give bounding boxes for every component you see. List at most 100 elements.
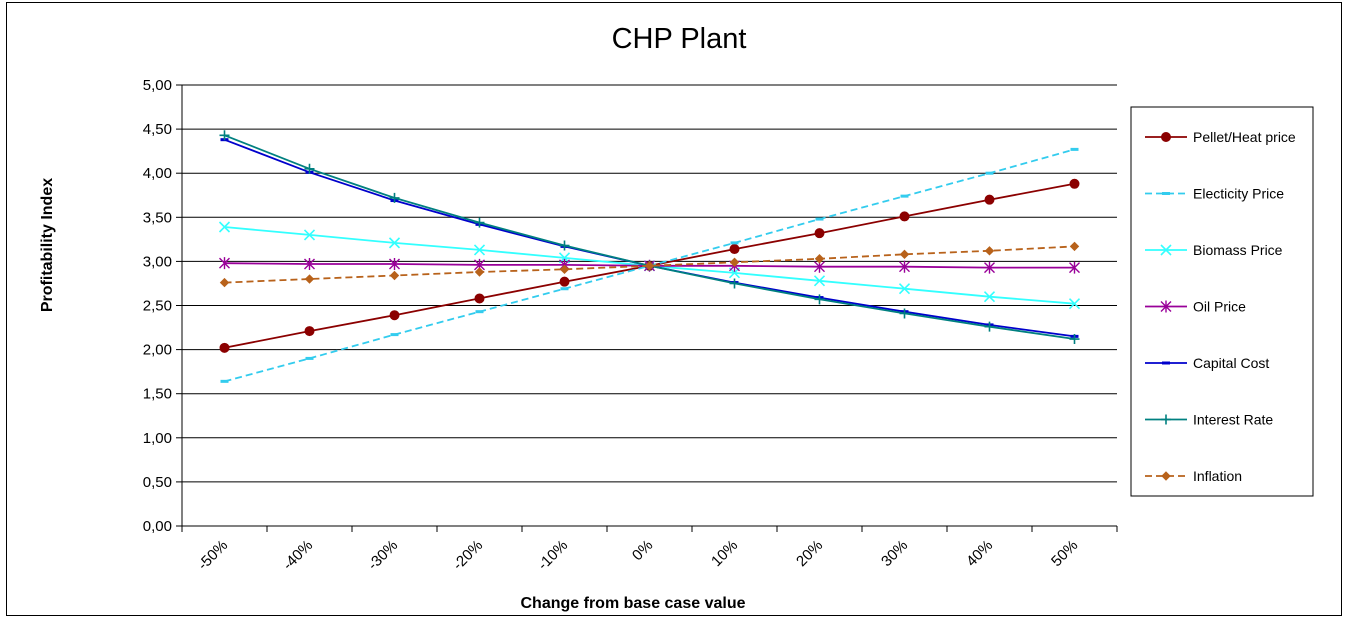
legend-label: Electicity Price <box>1193 186 1284 202</box>
marker-diamond <box>559 264 570 275</box>
y-tick-label: 2,50 <box>143 298 172 315</box>
legend-item: Biomass Price <box>1145 242 1283 258</box>
x-tick-label: -40% <box>280 537 317 574</box>
marker-asterisk <box>304 258 315 271</box>
marker-asterisk <box>389 258 400 271</box>
y-tick-label: 1,50 <box>143 386 172 403</box>
series-line <box>224 245 1075 284</box>
marker-plus <box>559 240 570 251</box>
marker-dash <box>305 356 314 360</box>
legend-item: Capital Cost <box>1145 355 1269 371</box>
y-tick-label: 5,00 <box>143 77 172 94</box>
x-tick-label: 10% <box>708 537 741 570</box>
marker-plus <box>1069 334 1080 345</box>
marker-x <box>388 237 401 249</box>
marker-x <box>218 221 231 233</box>
series-group <box>219 130 1080 345</box>
marker-diamond <box>304 274 315 284</box>
marker-plus <box>219 130 230 141</box>
marker-plus <box>984 321 995 332</box>
marker-x <box>1068 298 1081 310</box>
chart-title: CHP Plant <box>612 23 747 55</box>
legend-label: Inflation <box>1193 468 1242 484</box>
marker-dash <box>985 171 994 175</box>
marker-asterisk <box>984 261 995 274</box>
legend-item: Oil Price <box>1145 299 1246 315</box>
marker-circle <box>1161 132 1171 142</box>
x-tick-label: 20% <box>793 537 826 570</box>
y-tick-label: 1,00 <box>143 430 172 447</box>
marker-dash <box>560 287 569 291</box>
marker-diamond <box>1069 241 1080 252</box>
marker-asterisk <box>219 257 230 270</box>
series-line <box>224 134 1075 340</box>
marker-circle <box>899 211 910 222</box>
x-tick-label: -10% <box>535 537 572 574</box>
x-tick-label: -50% <box>195 537 232 574</box>
marker-dash <box>815 217 824 221</box>
marker-plus <box>814 294 825 305</box>
legend-item: Interest Rate <box>1145 412 1273 428</box>
y-tick-label: 4,00 <box>143 165 172 182</box>
marker-circle <box>389 310 400 321</box>
x-tick-label: 50% <box>1048 537 1081 570</box>
marker-diamond <box>474 267 485 277</box>
marker-circle <box>559 276 570 287</box>
marker-plus <box>474 217 485 228</box>
x-tick-label: 40% <box>963 537 996 570</box>
marker-circle <box>814 228 825 239</box>
marker-diamond <box>1161 471 1171 481</box>
marker-circle <box>729 244 740 255</box>
series-group <box>219 241 1080 288</box>
marker-diamond <box>814 254 825 264</box>
marker-dash <box>390 333 399 337</box>
y-tick-label: 3,50 <box>143 209 172 226</box>
marker-x <box>473 244 486 256</box>
line-chart: CHP Plant 0,00 0,50 1,00 1,50 2,00 2,50 3,00 3,… <box>39 23 1314 612</box>
marker-circle <box>219 342 230 353</box>
x-axis-label: Change from base case value <box>521 595 746 612</box>
marker-dash <box>730 241 739 245</box>
marker-dash <box>475 310 484 314</box>
x-tick-label: -20% <box>450 537 487 574</box>
marker-x <box>983 291 996 303</box>
legend-label: Capital Cost <box>1193 355 1269 371</box>
marker-dash <box>1162 361 1170 365</box>
marker-diamond <box>984 246 995 256</box>
marker-asterisk <box>899 260 910 273</box>
legend-item: Electicity Price <box>1145 186 1284 202</box>
marker-dash <box>900 194 909 198</box>
y-tick-label: 0,00 <box>143 518 172 535</box>
plot-area: 0,00 0,50 1,00 1,50 2,00 2,50 3,00 3,50 4,00 4,50… <box>143 77 1118 574</box>
marker-x <box>898 283 911 295</box>
marker-asterisk <box>1069 261 1080 274</box>
y-tick-label: 4,50 <box>143 121 172 138</box>
chart-frame: CHP Plant 0,00 0,50 1,00 1,50 2,00 2,50 3,00 3,… <box>6 2 1342 616</box>
y-tick-label: 3,00 <box>143 253 172 270</box>
marker-circle <box>1069 178 1080 189</box>
marker-diamond <box>729 257 740 267</box>
marker-circle <box>984 194 995 205</box>
marker-circle <box>304 326 315 337</box>
marker-plus <box>1161 414 1171 425</box>
marker-x <box>813 275 826 287</box>
legend-item: Pellet/Heat price <box>1145 129 1296 145</box>
marker-plus <box>304 163 315 174</box>
marker-diamond <box>644 261 655 271</box>
y-tick-label: 0,50 <box>143 474 172 491</box>
x-tick-label: -30% <box>365 537 402 574</box>
legend-label: Pellet/Heat price <box>1193 129 1296 145</box>
x-tick-label: 30% <box>878 537 911 570</box>
marker-plus <box>389 192 400 203</box>
legend-item: Inflation <box>1145 468 1242 484</box>
legend-label: Biomass Price <box>1193 242 1283 258</box>
marker-diamond <box>899 249 910 260</box>
y-axis-label: Profitability Index <box>39 178 56 312</box>
y-tick-label: 2,00 <box>143 342 172 359</box>
legend-label: Interest Rate <box>1193 412 1273 428</box>
marker-plus <box>729 278 740 289</box>
marker-x <box>1160 244 1172 256</box>
marker-dash <box>220 379 229 383</box>
marker-diamond <box>219 277 230 288</box>
marker-circle <box>474 293 485 304</box>
